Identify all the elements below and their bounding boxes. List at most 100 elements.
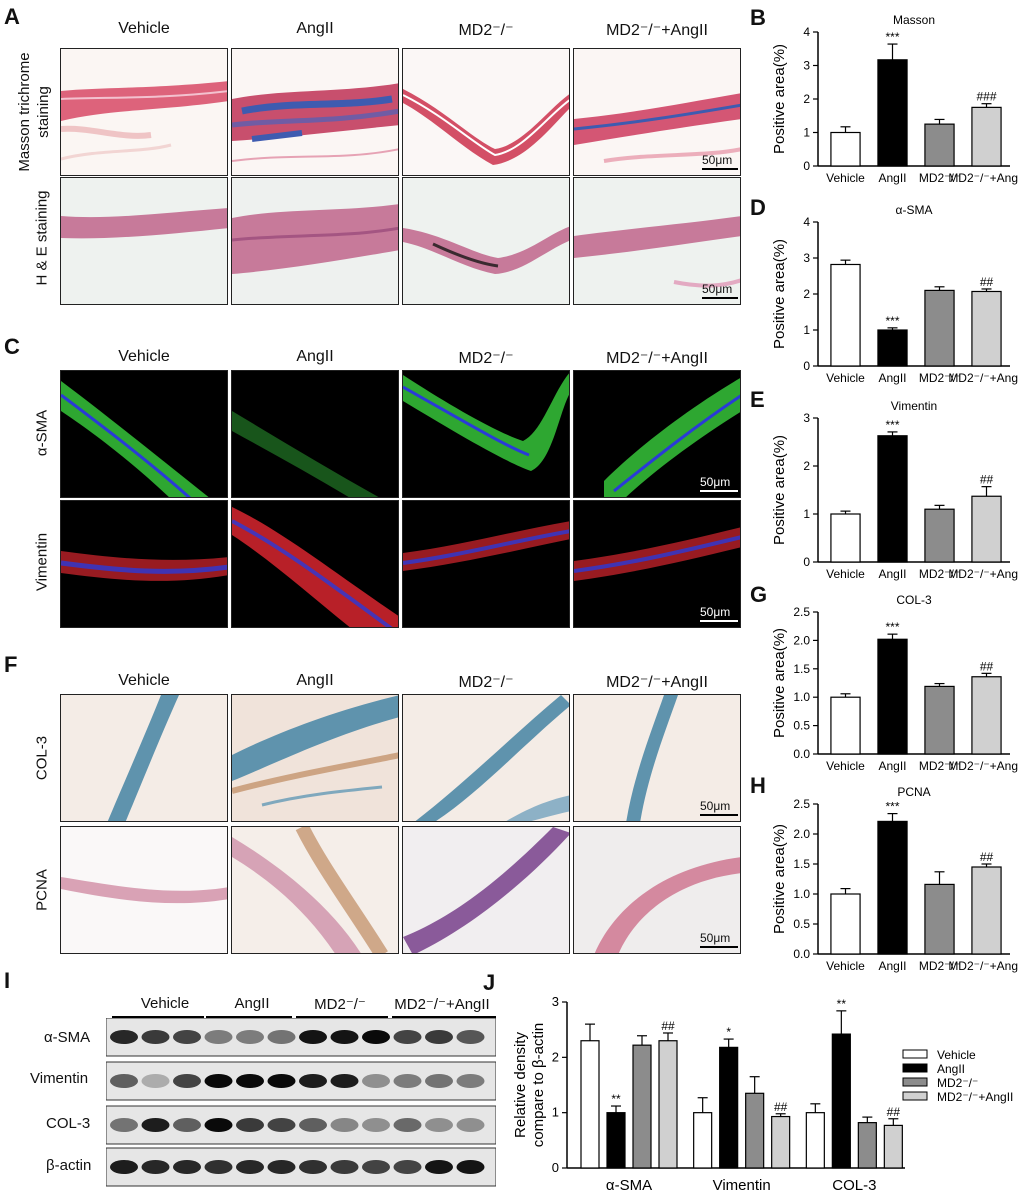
y-tick-label: 0 bbox=[803, 555, 810, 569]
bar bbox=[693, 1112, 713, 1169]
x-tick-label: AngII bbox=[878, 759, 906, 773]
wb-band bbox=[330, 1030, 359, 1044]
asma-vehicle-image bbox=[60, 370, 228, 498]
panel-letter-b: B bbox=[750, 5, 766, 30]
he-angii-image bbox=[231, 177, 399, 305]
row-label-he: H & E staining bbox=[33, 190, 51, 286]
wb-label-bactin: β-actin bbox=[46, 1157, 92, 1174]
wb-band bbox=[299, 1074, 327, 1088]
y-tick-label: 1 bbox=[803, 507, 810, 521]
y-tick-label: 0 bbox=[803, 359, 810, 373]
significance-label: * bbox=[726, 1025, 731, 1039]
panel-letter-a: A bbox=[4, 4, 20, 29]
x-tick-label: MD2⁻/⁻ bbox=[919, 171, 960, 185]
wb-band bbox=[204, 1030, 233, 1044]
wb-group-angii: AngII bbox=[234, 995, 270, 1012]
vimentin-angii-image bbox=[231, 500, 399, 628]
wb-band bbox=[173, 1118, 201, 1132]
wb-band bbox=[393, 1074, 422, 1088]
asma-angii-image bbox=[231, 370, 399, 498]
bar bbox=[745, 1092, 765, 1169]
col-label-angii-a: AngII bbox=[296, 20, 334, 37]
wb-band bbox=[393, 1118, 422, 1132]
x-tick-label: Vehicle bbox=[826, 759, 865, 773]
y-tick-label: 1.5 bbox=[793, 662, 810, 676]
vimentin-md2-image bbox=[402, 500, 570, 628]
x-tick-label: Vehicle bbox=[826, 567, 865, 581]
row-label-masson-line1: Masson trichrome bbox=[16, 52, 33, 172]
wb-band bbox=[362, 1074, 390, 1088]
scale-bar-label: 50μm bbox=[702, 153, 733, 167]
wb-group-md2angii: MD2⁻/⁻+AngII bbox=[394, 996, 490, 1013]
wb-band bbox=[456, 1074, 485, 1088]
bar bbox=[971, 495, 1002, 563]
wb-band bbox=[267, 1074, 296, 1088]
bar bbox=[971, 290, 1002, 367]
scale-bar-label: 50μm bbox=[702, 282, 733, 296]
asma-md2angii-image: 50μm bbox=[573, 370, 741, 498]
x-tick-label: MD2⁻/⁻+AngII bbox=[948, 371, 1018, 385]
bar bbox=[580, 1040, 600, 1169]
scale-bar-vimentin: 50μm bbox=[700, 605, 738, 622]
wb-band bbox=[299, 1030, 327, 1044]
col-label-md2angii-f: MD2⁻/⁻+AngII bbox=[606, 674, 708, 691]
bar bbox=[830, 263, 861, 367]
wb-band bbox=[425, 1074, 453, 1088]
bar bbox=[924, 289, 955, 367]
y-tick-label: 1.0 bbox=[793, 887, 810, 901]
vimentin-md2angii-image: 50μm bbox=[573, 500, 741, 628]
scale-bar-asma: 50μm bbox=[700, 475, 738, 492]
wb-band bbox=[267, 1030, 296, 1044]
y-axis-label-line2: compare to β-actin bbox=[530, 1023, 547, 1148]
scale-bar-label: 50μm bbox=[700, 799, 731, 813]
y-tick-label: 2 bbox=[803, 92, 810, 106]
chart-title: α-SMA bbox=[896, 203, 933, 217]
x-tick-label: Vimentin bbox=[713, 1177, 771, 1194]
col-label-vehicle-a: Vehicle bbox=[118, 20, 170, 37]
x-tick-label: MD2⁻/⁻+AngII bbox=[948, 567, 1018, 581]
x-tick-label: Vehicle bbox=[826, 171, 865, 185]
x-tick-label: MD2⁻/⁻+AngII bbox=[948, 759, 1018, 773]
y-tick-label: 2.0 bbox=[793, 827, 810, 841]
wb-band bbox=[173, 1030, 201, 1044]
bar bbox=[877, 59, 908, 167]
wb-band bbox=[141, 1118, 170, 1132]
wb-group-underline bbox=[296, 1016, 388, 1018]
row-label-col3: COL-3 bbox=[33, 735, 51, 781]
y-tick-label: 0.0 bbox=[793, 747, 810, 761]
col-label-vehicle-c: Vehicle bbox=[118, 348, 170, 365]
wb-band bbox=[141, 1030, 170, 1044]
x-tick-label: Vehicle bbox=[826, 959, 865, 973]
y-tick-label: 4 bbox=[803, 215, 810, 229]
y-tick-label: 4 bbox=[803, 25, 810, 39]
bar bbox=[606, 1112, 626, 1169]
scale-bar-col3: 50μm bbox=[700, 799, 738, 816]
chart-title: COL-3 bbox=[896, 593, 932, 607]
col-label-angii-c: AngII bbox=[296, 348, 334, 365]
bar bbox=[883, 1124, 903, 1169]
scale-bar-label: 50μm bbox=[700, 475, 731, 489]
asma-md2-image bbox=[402, 370, 570, 498]
panel-letter-f: F bbox=[4, 652, 18, 677]
wb-band bbox=[425, 1030, 453, 1044]
wb-band bbox=[204, 1160, 233, 1174]
y-tick-label: 0.5 bbox=[793, 917, 810, 931]
bar bbox=[877, 638, 908, 755]
y-tick-label: 2.0 bbox=[793, 633, 810, 647]
y-tick-label: 3 bbox=[803, 251, 810, 265]
y-tick-label: 1 bbox=[803, 323, 810, 337]
significance-label: ## bbox=[980, 275, 994, 289]
significance-label: ## bbox=[980, 473, 994, 487]
y-axis-label: Positive area(%) bbox=[771, 239, 788, 349]
x-tick-label: Vehicle bbox=[826, 371, 865, 385]
chart-western-density: Relative density compare to β-actin0123**… bbox=[512, 994, 1013, 1194]
wb-group-underline bbox=[206, 1016, 292, 1018]
chart-pcna: PCNA Positive area(%) 0.0 0.5 1.0 1.5 2.0 2.5 Ve… bbox=[771, 785, 1018, 973]
x-tick-label: AngII bbox=[878, 959, 906, 973]
wb-band bbox=[267, 1160, 296, 1174]
y-axis-label: Positive area(%) bbox=[771, 44, 788, 154]
bar bbox=[830, 131, 861, 167]
bar bbox=[924, 123, 955, 167]
x-tick-label: MD2⁻/⁻ bbox=[919, 567, 960, 581]
wb-band bbox=[456, 1118, 485, 1132]
